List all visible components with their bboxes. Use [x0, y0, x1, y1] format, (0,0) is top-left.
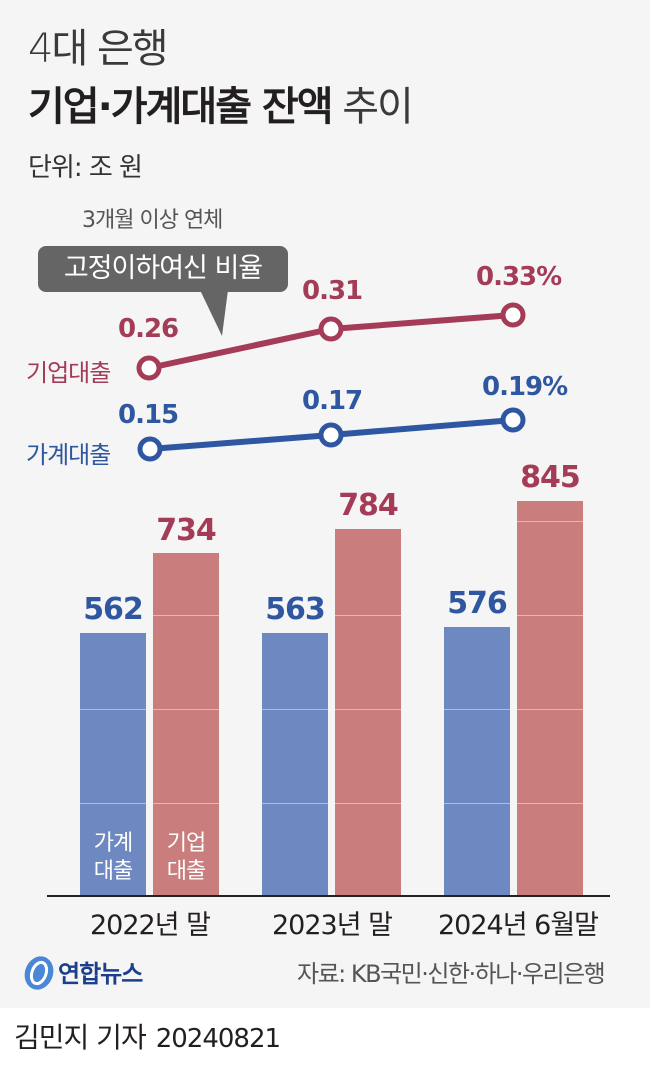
corporate-marker-2023: [318, 316, 344, 342]
household-series-label: 가계대출: [26, 441, 111, 469]
callout-text: 고정이하여신 비율: [63, 253, 263, 284]
gap: [146, 500, 153, 896]
gap: [153, 500, 219, 553]
bar-household-2022: [80, 633, 146, 896]
corporate-marker-2022: [136, 355, 162, 381]
household-value-2023: 0.17: [302, 386, 363, 416]
bar-corporate-2022: [153, 553, 219, 896]
title-line1: 4대 은행: [28, 26, 169, 72]
callout-tail-icon: [200, 290, 228, 336]
publish-date: 20240821: [155, 1024, 281, 1054]
household-value-2022: 0.15: [118, 400, 179, 430]
corporate-marker-2024: [500, 302, 526, 328]
source-note: 자료: KB국민·신한·하나·우리은행: [297, 960, 606, 988]
gap: [444, 500, 510, 627]
title-bold: 기업·가계대출 잔액: [28, 84, 334, 130]
bar-value-household-2023: 563: [265, 592, 326, 627]
page-title: 기업·가계대출 잔액 추이: [28, 82, 414, 132]
household-marker-2024: [500, 407, 526, 433]
inbar-corporate-label: 기업 대출: [166, 831, 206, 884]
bar-value-household-2022: 562: [83, 592, 144, 627]
x-label-2022: 2022년 말: [90, 910, 211, 941]
byline: 김민지 기자 20240821: [14, 1016, 281, 1056]
corporate-series-label: 기업대출: [26, 359, 111, 387]
x-label-2024: 2024년 6월말: [438, 910, 599, 941]
household-marker-2023: [318, 422, 344, 448]
gap: [335, 500, 401, 529]
title-light: 추이: [342, 84, 414, 130]
reporter-name: 김민지 기자: [14, 1021, 147, 1054]
delinquency-note: 3개월 이상 연체: [82, 208, 223, 233]
bar-corporate-2024: [517, 501, 583, 896]
bar-household-2024: [444, 627, 510, 896]
line-chart: [136, 290, 526, 462]
gap: [80, 500, 146, 633]
corporate-value-2022: 0.26: [118, 314, 179, 344]
inbar-household-label: 가계 대출: [93, 831, 133, 884]
bar-corporate-2023: [335, 529, 401, 896]
bar-household-2023: [262, 633, 328, 896]
bar-value-corporate-2024: 845: [520, 460, 581, 495]
callout-box: [38, 246, 288, 292]
x-axis-baseline: [47, 895, 610, 897]
x-label-2023: 2023년 말: [272, 910, 393, 941]
bar-value-corporate-2023: 784: [338, 488, 399, 523]
unit-label: 단위: 조 원: [28, 153, 143, 183]
gap: [219, 500, 262, 896]
household-marker-2022: [137, 436, 163, 462]
household-value-2024: 0.19%: [482, 372, 568, 402]
yonhap-logo-icon: [24, 956, 54, 990]
gap: [510, 500, 517, 896]
gap: [328, 500, 335, 896]
bar-value-corporate-2022: 734: [156, 513, 217, 548]
yonhap-logo-text: 연합뉴스: [58, 960, 143, 988]
corporate-value-2023: 0.31: [302, 276, 363, 306]
corporate-value-2024: 0.33%: [476, 262, 562, 292]
gap: [401, 500, 444, 896]
gap: [262, 500, 328, 633]
bar-value-household-2024: 576: [447, 586, 508, 621]
